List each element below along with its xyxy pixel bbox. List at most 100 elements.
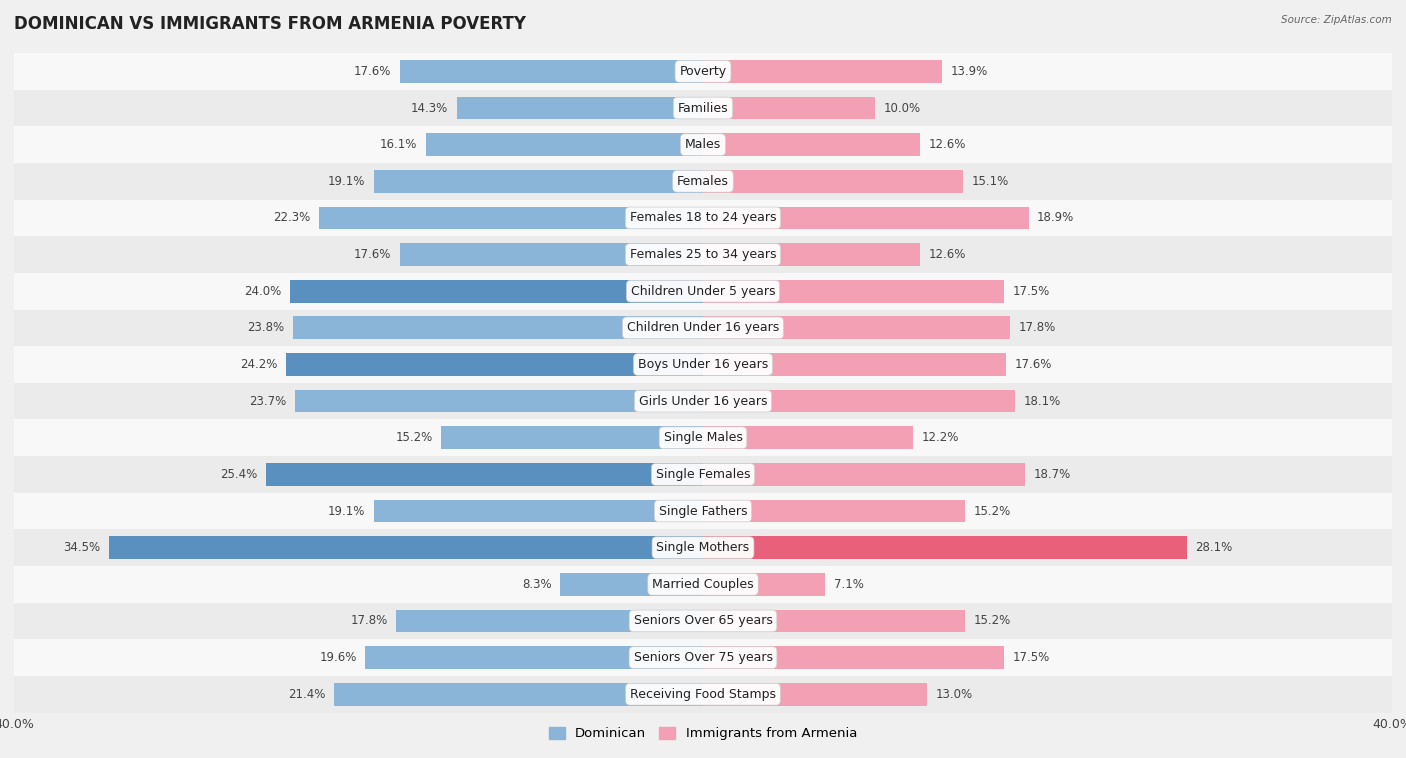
Text: Females 18 to 24 years: Females 18 to 24 years xyxy=(630,211,776,224)
Text: 13.9%: 13.9% xyxy=(950,65,988,78)
Text: 19.1%: 19.1% xyxy=(328,175,366,188)
Bar xyxy=(374,170,703,193)
Bar xyxy=(14,309,1392,346)
Text: 18.9%: 18.9% xyxy=(1038,211,1074,224)
Text: Families: Families xyxy=(678,102,728,114)
Bar xyxy=(703,243,920,266)
Text: Single Fathers: Single Fathers xyxy=(659,505,747,518)
Text: Single Females: Single Females xyxy=(655,468,751,481)
Bar xyxy=(703,537,1187,559)
Text: Single Males: Single Males xyxy=(664,431,742,444)
Bar xyxy=(108,537,703,559)
Text: 23.7%: 23.7% xyxy=(249,395,287,408)
Bar xyxy=(290,280,703,302)
Text: 21.4%: 21.4% xyxy=(288,688,326,700)
Bar xyxy=(703,573,825,596)
Bar xyxy=(703,683,927,706)
Bar xyxy=(703,60,942,83)
Bar xyxy=(14,566,1392,603)
Bar xyxy=(703,280,1004,302)
Bar xyxy=(266,463,703,486)
Bar xyxy=(14,89,1392,127)
Bar xyxy=(703,207,1029,229)
Bar xyxy=(399,243,703,266)
Text: 15.2%: 15.2% xyxy=(395,431,433,444)
Text: Males: Males xyxy=(685,138,721,151)
Text: 12.6%: 12.6% xyxy=(928,138,966,151)
Bar xyxy=(703,427,912,449)
Text: 7.1%: 7.1% xyxy=(834,578,863,590)
Text: Boys Under 16 years: Boys Under 16 years xyxy=(638,358,768,371)
Bar xyxy=(14,603,1392,639)
Bar xyxy=(374,500,703,522)
Bar xyxy=(14,493,1392,529)
Text: 23.8%: 23.8% xyxy=(247,321,284,334)
Text: 25.4%: 25.4% xyxy=(219,468,257,481)
Text: 17.6%: 17.6% xyxy=(354,248,391,261)
Legend: Dominican, Immigrants from Armenia: Dominican, Immigrants from Armenia xyxy=(544,722,862,745)
Text: Girls Under 16 years: Girls Under 16 years xyxy=(638,395,768,408)
Bar xyxy=(14,639,1392,676)
Text: Single Mothers: Single Mothers xyxy=(657,541,749,554)
Bar xyxy=(703,463,1025,486)
Text: 17.6%: 17.6% xyxy=(354,65,391,78)
Bar xyxy=(399,60,703,83)
Bar xyxy=(560,573,703,596)
Text: 17.6%: 17.6% xyxy=(1015,358,1052,371)
Bar xyxy=(14,383,1392,419)
Text: 10.0%: 10.0% xyxy=(884,102,921,114)
Text: 17.5%: 17.5% xyxy=(1012,285,1050,298)
Text: 14.3%: 14.3% xyxy=(411,102,449,114)
Bar xyxy=(292,317,703,339)
Bar xyxy=(703,353,1007,376)
Text: 15.1%: 15.1% xyxy=(972,175,1010,188)
Text: 18.7%: 18.7% xyxy=(1033,468,1071,481)
Bar xyxy=(295,390,703,412)
Text: Seniors Over 75 years: Seniors Over 75 years xyxy=(634,651,772,664)
Bar xyxy=(426,133,703,156)
Bar xyxy=(319,207,703,229)
Text: 15.2%: 15.2% xyxy=(973,615,1011,628)
Bar xyxy=(287,353,703,376)
Bar xyxy=(441,427,703,449)
Bar xyxy=(703,390,1015,412)
Text: 28.1%: 28.1% xyxy=(1195,541,1233,554)
Text: 19.6%: 19.6% xyxy=(319,651,357,664)
Bar xyxy=(14,163,1392,199)
Text: Children Under 16 years: Children Under 16 years xyxy=(627,321,779,334)
Text: Receiving Food Stamps: Receiving Food Stamps xyxy=(630,688,776,700)
Text: 12.2%: 12.2% xyxy=(922,431,959,444)
Text: 24.2%: 24.2% xyxy=(240,358,277,371)
Bar xyxy=(703,133,920,156)
Bar xyxy=(703,317,1010,339)
Bar xyxy=(703,609,965,632)
Bar xyxy=(14,236,1392,273)
Text: Females 25 to 34 years: Females 25 to 34 years xyxy=(630,248,776,261)
Bar xyxy=(14,346,1392,383)
Bar xyxy=(14,419,1392,456)
Text: Source: ZipAtlas.com: Source: ZipAtlas.com xyxy=(1281,15,1392,25)
Text: 8.3%: 8.3% xyxy=(522,578,551,590)
Bar xyxy=(14,456,1392,493)
Bar xyxy=(703,97,875,119)
Text: Poverty: Poverty xyxy=(679,65,727,78)
Bar xyxy=(14,127,1392,163)
Text: 22.3%: 22.3% xyxy=(273,211,311,224)
Text: Females: Females xyxy=(678,175,728,188)
Bar xyxy=(14,199,1392,236)
Text: 17.5%: 17.5% xyxy=(1012,651,1050,664)
Text: 17.8%: 17.8% xyxy=(350,615,388,628)
Bar xyxy=(14,273,1392,309)
Text: 15.2%: 15.2% xyxy=(973,505,1011,518)
Text: 16.1%: 16.1% xyxy=(380,138,418,151)
Bar xyxy=(703,170,963,193)
Bar xyxy=(14,529,1392,566)
Text: 12.6%: 12.6% xyxy=(928,248,966,261)
Text: 34.5%: 34.5% xyxy=(63,541,100,554)
Text: 24.0%: 24.0% xyxy=(243,285,281,298)
Bar xyxy=(703,647,1004,669)
Bar xyxy=(703,500,965,522)
Bar xyxy=(14,676,1392,713)
Text: 17.8%: 17.8% xyxy=(1018,321,1056,334)
Text: 19.1%: 19.1% xyxy=(328,505,366,518)
